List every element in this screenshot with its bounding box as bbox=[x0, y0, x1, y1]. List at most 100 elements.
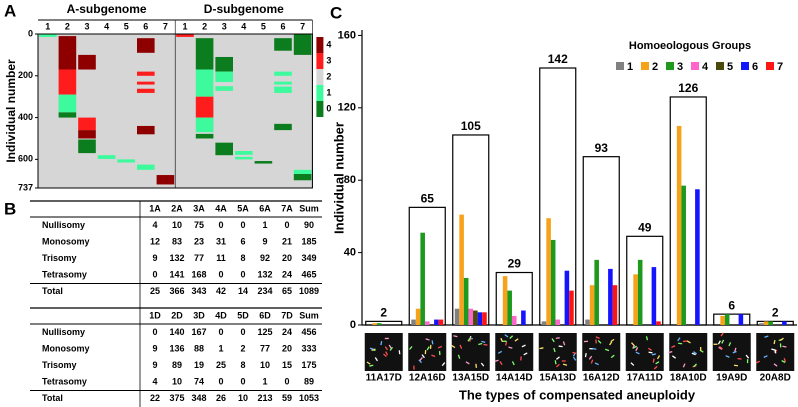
table-cell: 88 bbox=[194, 343, 204, 353]
bar bbox=[468, 308, 474, 325]
chromosome bbox=[610, 354, 615, 359]
heatmap-cell bbox=[274, 71, 292, 76]
heatmap-cell bbox=[58, 112, 77, 118]
table-cell: 75 bbox=[194, 220, 204, 230]
colorbar-label: 2 bbox=[326, 71, 331, 81]
table-cell: 465 bbox=[301, 269, 316, 279]
chromosome bbox=[494, 359, 499, 363]
legend-label: 2 bbox=[652, 61, 658, 73]
x-axis-label: The types of compensated aneuploidy bbox=[459, 387, 696, 402]
chromosome bbox=[421, 354, 425, 359]
chromosome bbox=[771, 348, 776, 351]
chromosome bbox=[693, 351, 698, 355]
bar bbox=[768, 321, 773, 325]
chromosome bbox=[693, 363, 697, 368]
x-tick-label: 14A14D bbox=[496, 373, 533, 384]
heatmap-cell bbox=[235, 156, 253, 160]
column-label: 1 bbox=[45, 21, 50, 31]
bar bbox=[482, 312, 487, 325]
chromosome bbox=[671, 355, 676, 359]
table-cell: 8 bbox=[240, 253, 245, 263]
bar bbox=[420, 232, 425, 325]
table-cell: 125 bbox=[257, 327, 272, 337]
table-cell: 22 bbox=[150, 393, 160, 403]
y-tick-label: 40 bbox=[344, 247, 356, 259]
image-background bbox=[625, 333, 664, 371]
colorbar-swatch bbox=[316, 69, 324, 85]
chromosome bbox=[782, 345, 787, 348]
bar bbox=[376, 323, 382, 325]
chromosome bbox=[459, 344, 463, 349]
table-cell: 77 bbox=[260, 343, 270, 353]
row-label: Monosomy bbox=[42, 236, 90, 246]
table-header: 3D bbox=[193, 310, 205, 320]
table-cell: 6 bbox=[240, 236, 245, 246]
heatmap-cell bbox=[274, 38, 292, 51]
table-cell: 4 bbox=[152, 220, 157, 230]
column-label: 4 bbox=[241, 21, 246, 31]
total-box bbox=[452, 134, 490, 326]
chromosome bbox=[555, 337, 560, 340]
chromosome bbox=[668, 350, 673, 354]
table-cell: 0 bbox=[218, 220, 223, 230]
table-cell: 12 bbox=[150, 236, 160, 246]
chromosome bbox=[509, 335, 514, 339]
y-tick-label: 0 bbox=[28, 28, 33, 38]
legend-label: 5 bbox=[727, 61, 733, 73]
table-header: 5A bbox=[237, 203, 249, 213]
heatmap-cell bbox=[78, 117, 96, 131]
y-tick-label: 80 bbox=[344, 174, 356, 186]
chromosome bbox=[555, 363, 560, 368]
table-header: Sum bbox=[299, 203, 319, 213]
bar bbox=[759, 323, 764, 325]
table-cell: 167 bbox=[191, 327, 206, 337]
bar bbox=[651, 267, 657, 325]
chromosome bbox=[562, 341, 566, 346]
chromosome bbox=[572, 351, 577, 354]
bar bbox=[695, 189, 700, 325]
heatmap-cell bbox=[137, 88, 155, 93]
total-box bbox=[539, 67, 577, 326]
chromosome bbox=[635, 347, 639, 352]
chromosome bbox=[409, 345, 413, 350]
y-axis-label: Individual number bbox=[4, 59, 18, 163]
chromosome bbox=[384, 346, 389, 351]
x-tick-label: 18A10D bbox=[670, 373, 707, 384]
table-cell: 348 bbox=[191, 393, 206, 403]
table-cell: 25 bbox=[150, 286, 160, 296]
bar bbox=[511, 315, 517, 325]
heatmap-cell bbox=[215, 86, 233, 91]
table-cell: 185 bbox=[301, 236, 316, 246]
x-tick-label: 19A9D bbox=[716, 373, 747, 384]
total-label: 142 bbox=[548, 52, 568, 66]
x-tick-label: 13A15D bbox=[452, 373, 489, 384]
table-cell: 168 bbox=[191, 269, 206, 279]
table-cell: 1089 bbox=[299, 286, 319, 296]
chromosome bbox=[388, 344, 392, 349]
table-cell: 89 bbox=[172, 360, 182, 370]
table-cell: 0 bbox=[284, 220, 289, 230]
table-cell: 1 bbox=[218, 343, 223, 353]
panel-label: A bbox=[4, 1, 16, 20]
bar bbox=[463, 277, 469, 325]
table-cell: 140 bbox=[169, 327, 184, 337]
legend-label: 4 bbox=[702, 61, 709, 73]
table-header: 7A bbox=[281, 203, 293, 213]
bar bbox=[612, 285, 618, 325]
chromosome bbox=[595, 336, 600, 339]
karyotype-image bbox=[625, 333, 664, 371]
chromosome bbox=[783, 357, 787, 363]
heatmap-cell bbox=[117, 159, 135, 163]
chromosome bbox=[369, 347, 375, 351]
chromosome bbox=[648, 351, 653, 354]
heatmap-cell bbox=[215, 56, 233, 72]
bar bbox=[541, 321, 547, 325]
table-cell: 0 bbox=[240, 269, 245, 279]
column-label: 3 bbox=[222, 21, 227, 31]
chromosome bbox=[773, 339, 776, 345]
table-cell: 2 bbox=[240, 343, 245, 353]
y-tick-label: 737 bbox=[18, 182, 33, 192]
chromosome bbox=[554, 360, 557, 365]
chromosome bbox=[500, 337, 504, 343]
